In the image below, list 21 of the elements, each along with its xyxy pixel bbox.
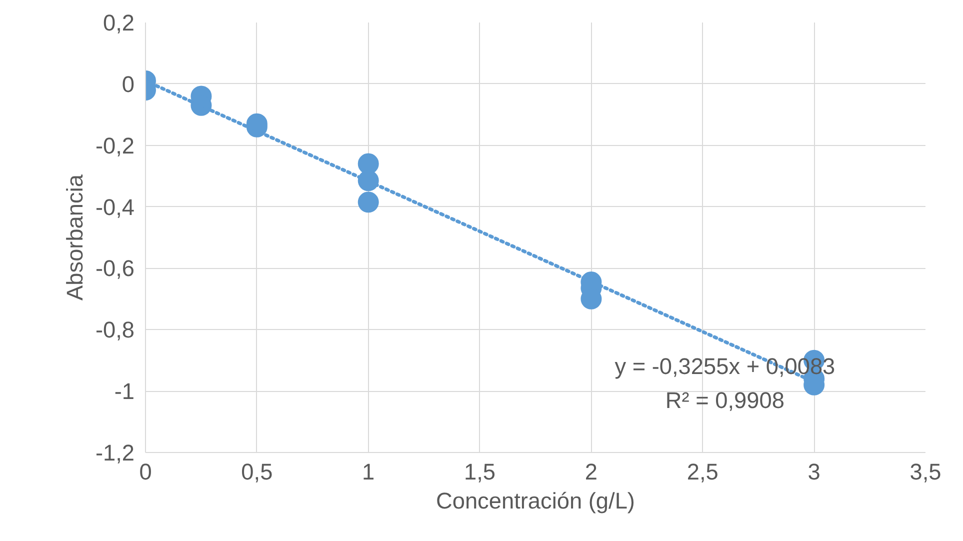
x-tick-label: 1 (362, 458, 375, 484)
point (358, 153, 379, 174)
y-tick-label: -0,4 (95, 194, 135, 220)
y-tick-label: 0,2 (103, 10, 135, 36)
point (358, 192, 379, 213)
x-tick-label: 1,5 (464, 458, 496, 484)
y-tick-label: -0,6 (95, 255, 135, 282)
y-tick-label: -0,8 (95, 316, 135, 343)
y-axis-title: Absorbancia (61, 174, 88, 300)
x-tick-label: 3,5 (910, 458, 942, 484)
x-tick-label: 2,5 (686, 458, 718, 484)
x-tick-label: 2 (584, 458, 598, 484)
x-axis-title: Concentración (g/L) (436, 488, 635, 514)
y-tick-label: -1,2 (95, 440, 135, 466)
y-tick-label: -0,2 (95, 132, 135, 158)
y-tick-label: 0 (122, 70, 135, 97)
x-tick-label: 3 (808, 458, 820, 484)
y-tick-label: -1 (114, 378, 135, 404)
x-tick-label: 0 (139, 458, 152, 484)
x-tick-label: 0,5 (241, 458, 273, 484)
annotation: R² = 0,9908 (665, 387, 784, 413)
